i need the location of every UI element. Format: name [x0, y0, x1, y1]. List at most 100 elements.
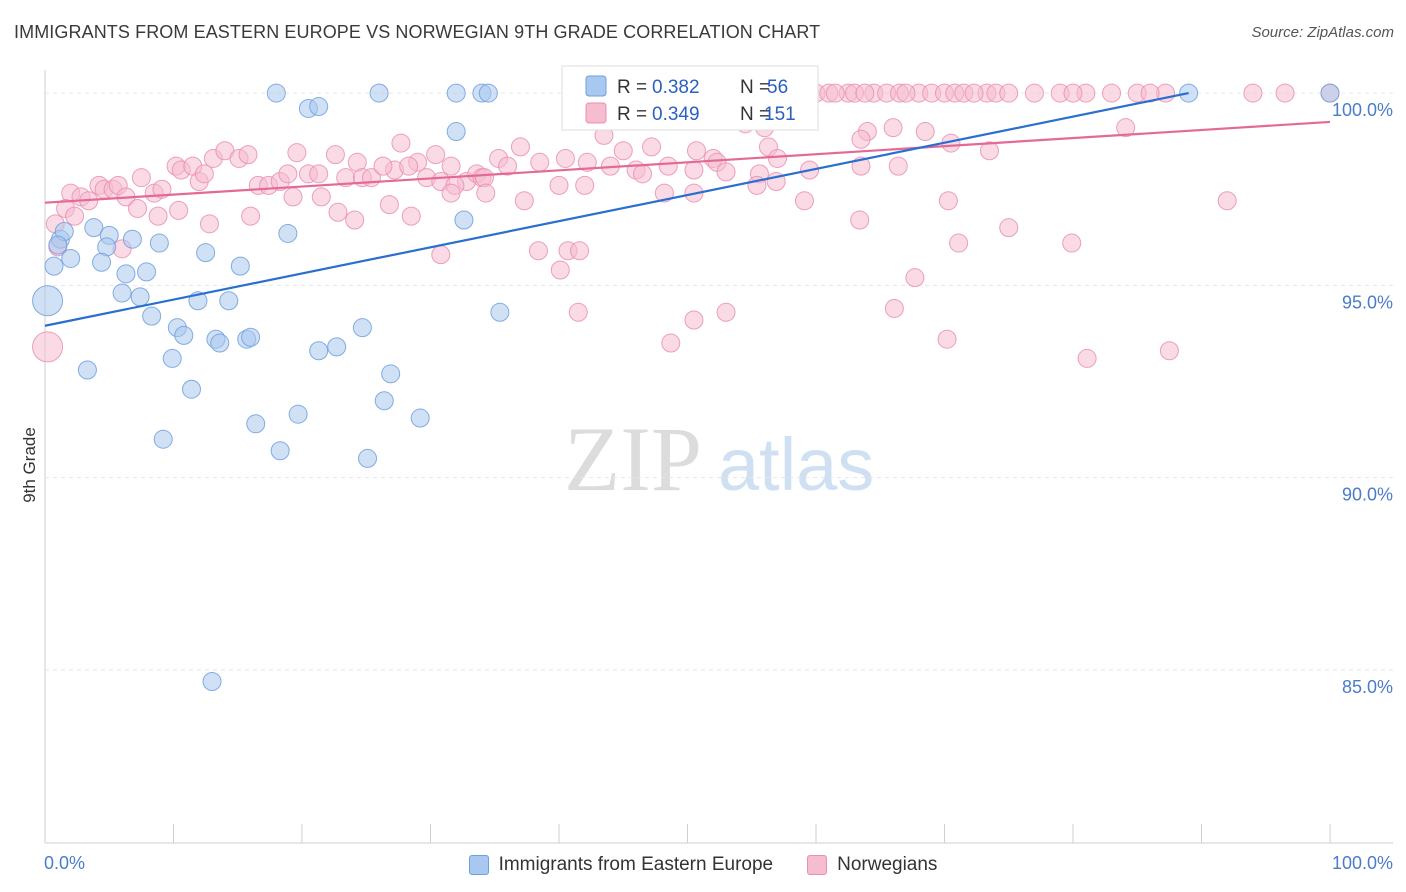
- point-norwegians: [661, 333, 681, 353]
- point-norwegians: [767, 148, 787, 168]
- point-norwegians: [684, 160, 704, 180]
- point-eastern-europe: [327, 337, 347, 357]
- point-eastern-europe: [92, 252, 112, 272]
- point-norwegians: [241, 206, 261, 226]
- point-norwegians: [441, 183, 461, 203]
- point-norwegians: [510, 137, 530, 157]
- point-eastern-europe: [374, 391, 394, 411]
- point-norwegians: [1102, 83, 1122, 103]
- point-norwegians: [514, 191, 534, 211]
- point-eastern-europe: [278, 223, 298, 243]
- point-eastern-europe: [149, 233, 169, 253]
- point-norwegians: [345, 210, 365, 230]
- point-eastern-europe: [84, 218, 104, 238]
- x-tick-label-max: 100.0%: [1332, 853, 1393, 873]
- point-norwegians: [1217, 191, 1237, 211]
- point-norwegians: [937, 329, 957, 349]
- point-norwegians: [399, 156, 419, 176]
- legend-swatch-eastern-europe: [468, 855, 489, 875]
- series-legend: Immigrants from Eastern Europe Norwegian…: [0, 852, 1406, 878]
- point-eastern-europe: [210, 333, 230, 353]
- watermark-zip: ZIP: [564, 408, 702, 510]
- point-eastern-europe: [490, 302, 510, 322]
- chart-title: IMMIGRANTS FROM EASTERN EUROPE VS NORWEG…: [14, 22, 821, 42]
- point-norwegians: [884, 298, 904, 318]
- point-eastern-europe: [352, 318, 372, 338]
- point-norwegians: [549, 175, 569, 195]
- point-eastern-europe: [174, 325, 194, 345]
- point-eastern-europe: [137, 262, 157, 282]
- point-norwegians: [905, 268, 925, 288]
- trendline-eastern-europe: [44, 91, 1189, 327]
- point-eastern-europe: [266, 83, 286, 103]
- point-norwegians: [199, 214, 219, 234]
- point-eastern-europe: [181, 379, 201, 399]
- point-norwegians: [684, 310, 704, 330]
- point-norwegians: [613, 141, 633, 161]
- point-norwegians: [131, 168, 151, 188]
- point-norwegians: [825, 83, 845, 103]
- legend-n-label-blue: N =: [740, 77, 770, 98]
- point-norwegians: [964, 83, 984, 103]
- legend-r-value-blue: 0.382: [652, 77, 700, 98]
- point-norwegians: [633, 164, 653, 184]
- point-norwegians: [530, 152, 550, 172]
- point-norwegians: [686, 141, 706, 161]
- legend-swatch-pink: [585, 102, 607, 124]
- point-norwegians: [148, 206, 168, 226]
- point-norwegians: [896, 83, 916, 103]
- point-norwegians: [401, 206, 421, 226]
- point-eastern-europe: [32, 285, 64, 317]
- point-norwegians: [938, 191, 958, 211]
- point-norwegians: [1063, 83, 1083, 103]
- point-norwegians: [194, 164, 214, 184]
- legend-n-value-blue: 56: [767, 77, 788, 98]
- point-eastern-europe: [219, 291, 239, 311]
- point-eastern-europe: [1320, 83, 1340, 103]
- point-norwegians: [794, 191, 814, 211]
- point-eastern-europe: [381, 364, 401, 384]
- point-norwegians: [716, 302, 736, 322]
- point-norwegians: [570, 241, 590, 261]
- trendlines: [44, 91, 1331, 327]
- point-norwegians: [238, 145, 258, 165]
- chart-source: Source: ZipAtlas.com: [1251, 24, 1394, 41]
- point-eastern-europe: [446, 122, 466, 142]
- point-norwegians: [528, 241, 548, 261]
- point-norwegians: [65, 206, 85, 226]
- point-norwegians: [431, 245, 451, 265]
- y-tick-labels: 85.0% 90.0% 95.0% 100.0%: [1332, 100, 1393, 697]
- point-norwegians: [328, 202, 348, 222]
- point-eastern-europe: [77, 360, 97, 380]
- point-norwegians: [979, 141, 999, 161]
- point-eastern-europe: [153, 429, 173, 449]
- point-norwegians: [658, 156, 678, 176]
- watermark: ZIP atlas: [564, 408, 874, 510]
- point-norwegians: [287, 143, 307, 163]
- point-norwegians: [441, 156, 461, 176]
- legend-swatch-blue: [585, 75, 607, 97]
- point-eastern-europe: [116, 264, 136, 284]
- point-eastern-europe: [130, 287, 150, 307]
- point-norwegians: [851, 129, 871, 149]
- legend-item-eastern-europe: Immigrants from Eastern Europe: [468, 854, 773, 876]
- point-norwegians: [32, 331, 64, 363]
- axes: [44, 70, 1393, 844]
- point-eastern-europe: [122, 229, 142, 249]
- point-norwegians: [1116, 118, 1136, 138]
- point-eastern-europe: [309, 341, 329, 361]
- point-eastern-europe: [241, 327, 261, 347]
- point-norwegians: [426, 145, 446, 165]
- point-eastern-europe: [230, 256, 250, 276]
- point-norwegians: [128, 198, 148, 218]
- point-norwegians: [1024, 83, 1044, 103]
- point-norwegians: [309, 164, 329, 184]
- legend-swatch-norwegians: [807, 855, 828, 875]
- point-norwegians: [654, 183, 674, 203]
- legend-r-label-pink: R =: [617, 104, 647, 125]
- legend-item-norwegians: Norwegians: [807, 854, 937, 876]
- point-eastern-europe: [196, 243, 216, 263]
- gridlines: [45, 92, 1393, 671]
- point-norwegians: [550, 260, 570, 280]
- point-eastern-europe: [142, 306, 162, 326]
